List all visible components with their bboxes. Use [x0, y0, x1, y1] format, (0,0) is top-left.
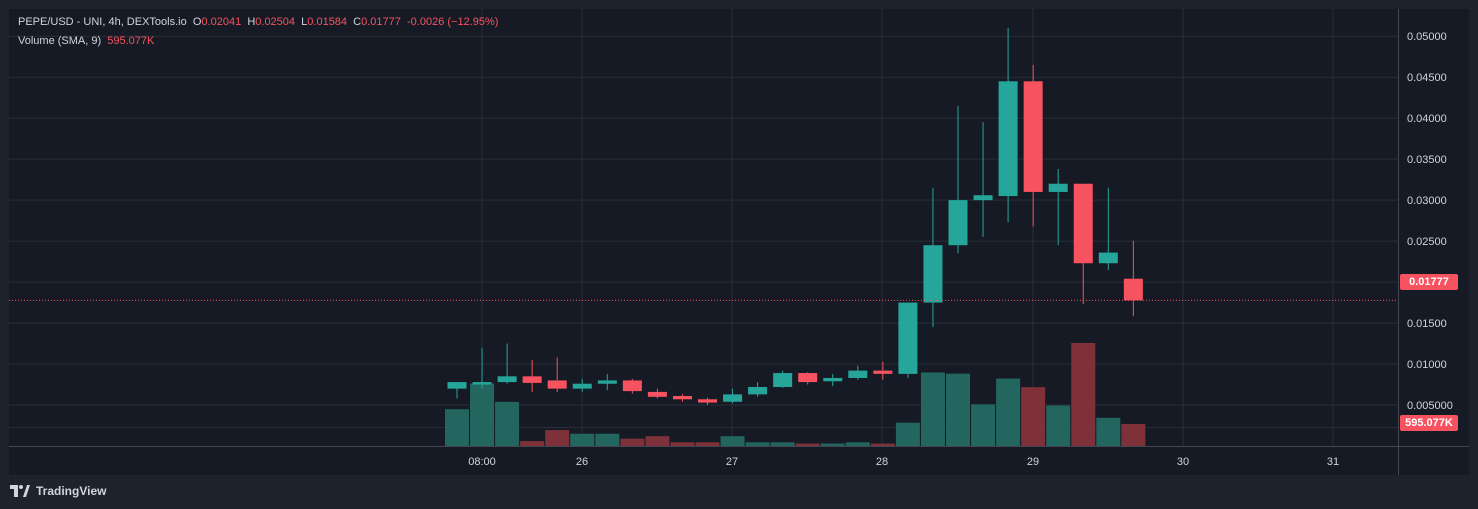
candle-body: [723, 394, 743, 402]
candle-body: [948, 200, 968, 246]
x-tick-label: 27: [726, 456, 738, 468]
volume-bar: [845, 442, 870, 446]
y-tick-label: 0.04000: [1407, 113, 1447, 125]
candle-body: [497, 376, 517, 383]
candle-body: [647, 391, 667, 397]
candle-body: [672, 396, 692, 400]
y-tick-label: 0.01000: [1407, 359, 1447, 371]
volume-bar: [1021, 387, 1046, 446]
candle-body: [973, 195, 993, 201]
volume-bar: [971, 404, 996, 446]
y-tick-label: 0.04500: [1407, 72, 1447, 84]
volume-bar: [645, 436, 670, 446]
volume-bar: [545, 430, 570, 446]
close-value: 0.01777: [361, 16, 401, 28]
x-tick-label: 29: [1027, 456, 1039, 468]
y-tick-label: 0.05000: [1407, 31, 1447, 43]
tradingview-logo-icon: [10, 485, 30, 497]
volume-bar: [820, 443, 845, 446]
volume-bar: [1121, 423, 1146, 446]
price-chart[interactable]: 0.05000 0.04500 0.04000 0.03500 0.03000 0.025…: [9, 9, 1469, 475]
candle-body: [773, 373, 793, 387]
candle-body: [622, 380, 642, 392]
tradingview-branding[interactable]: TradingView: [10, 484, 106, 498]
volume-bar: [470, 383, 495, 446]
x-tick-label: 08:00: [468, 456, 496, 468]
volume-bar: [920, 372, 945, 446]
volume-bar: [870, 443, 895, 446]
candle-body: [472, 382, 492, 385]
candle-body: [1123, 278, 1143, 301]
x-tick-label: 31: [1327, 456, 1339, 468]
volume-value: 595.077K: [107, 35, 155, 47]
symbol-label: PEPE/USD - UNI, 4h, DEXTools.io: [18, 16, 187, 28]
y-tick-label: 0.01500: [1407, 318, 1447, 330]
volume-bar: [495, 401, 520, 446]
volume-label: Volume (SMA, 9): [18, 35, 102, 47]
volume-legend: Volume (SMA, 9) 595.077K: [18, 34, 154, 48]
last-price-tag: 0.01777: [1400, 274, 1458, 290]
candle-body: [798, 373, 818, 383]
candle-body: [447, 382, 467, 389]
candle-body: [698, 399, 717, 403]
ohlc-legend: PEPE/USD - UNI, 4h, DEXTools.io O0.02041…: [18, 16, 499, 28]
volume-bar: [695, 442, 720, 446]
volume-bar: [1046, 405, 1071, 446]
volume-bar: [1096, 417, 1121, 446]
volume-bar: [520, 441, 545, 446]
volume-bar: [720, 436, 745, 446]
y-tick-label: 0.03500: [1407, 154, 1447, 166]
high-value: 0.02504: [255, 16, 296, 28]
candle-body: [1098, 252, 1118, 264]
y-tick-label: 0.02500: [1407, 236, 1447, 248]
candle-body: [848, 370, 868, 378]
change-value: -0.0026 (−12.95%): [407, 16, 499, 28]
last-volume-tag: 595.077K: [1400, 415, 1458, 431]
volume-bar: [620, 438, 645, 446]
low-value: 0.01584: [307, 16, 348, 28]
volume-bar: [895, 422, 920, 446]
candle-body: [597, 380, 617, 384]
candle-body: [522, 376, 542, 383]
candle-body: [572, 383, 592, 389]
candle-body: [823, 377, 843, 382]
volume-bar: [570, 433, 595, 446]
volume-bar: [595, 433, 620, 446]
volume-bar: [795, 443, 820, 446]
candle-body: [1048, 183, 1068, 192]
x-tick-label: 28: [876, 456, 888, 468]
volume-bar: [670, 442, 695, 446]
volume-bar: [1071, 343, 1096, 446]
candle-body: [547, 380, 567, 389]
y-tick-label: 0.03000: [1407, 195, 1447, 207]
volume-bar: [445, 409, 469, 446]
candle-body: [1073, 183, 1093, 264]
volume-bar: [745, 442, 770, 446]
y-tick-label: 0.005000: [1407, 400, 1453, 412]
candle-body: [923, 245, 943, 303]
x-tick-label: 30: [1177, 456, 1189, 468]
candle-body: [873, 370, 893, 374]
candle-body: [898, 302, 918, 374]
candle-body: [998, 81, 1018, 197]
volume-bar: [946, 373, 970, 446]
tradingview-label: TradingView: [36, 484, 107, 498]
candle-body: [748, 386, 768, 395]
open-value: 0.02041: [201, 16, 242, 28]
candle-body: [1023, 81, 1043, 192]
volume-bar: [770, 442, 795, 446]
volume-bar: [996, 378, 1021, 446]
x-tick-label: 26: [576, 456, 588, 468]
chart-area[interactable]: 0.05000 0.04500 0.04000 0.03500 0.03000 0.025…: [9, 9, 1469, 475]
